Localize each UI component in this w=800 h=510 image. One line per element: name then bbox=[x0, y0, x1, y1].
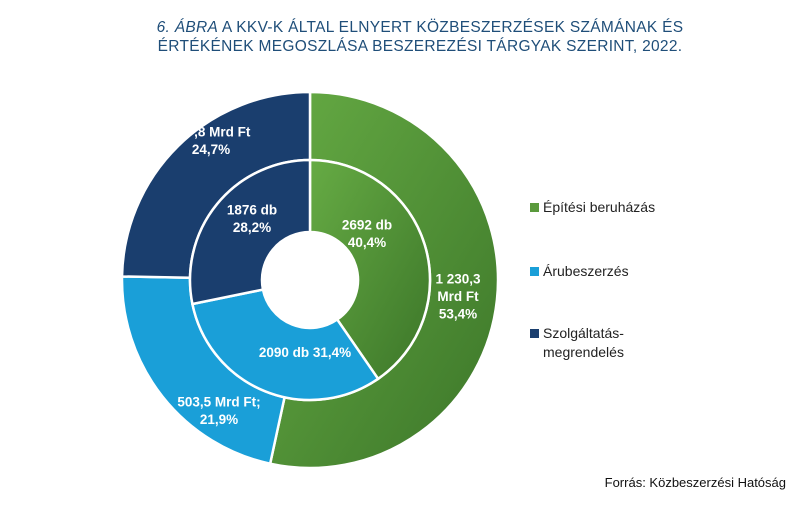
donut-hole bbox=[262, 232, 358, 328]
legend-label-epitesi-line-1: Építési beruházás bbox=[543, 199, 656, 215]
legend-label-aru-line-1: Árubeszerzés bbox=[543, 263, 629, 279]
legend-label-aru: Árubeszerzés bbox=[543, 262, 629, 281]
outer-label-szolg: 567,8 Mrd Ft 24,7% bbox=[172, 124, 251, 157]
legend-swatch-aru bbox=[530, 267, 539, 276]
outer-ring bbox=[120, 90, 500, 470]
inner-label-szolg: 1876 db 28,2% bbox=[227, 202, 277, 235]
title-line-1: A KKV-K ÁLTAL ELNYERT KÖZBESZERZÉSEK SZÁ… bbox=[218, 19, 684, 36]
legend-swatch-epitesi bbox=[530, 203, 539, 212]
outer-label-epitesi: 1 230,3 Mrd Ft 53,4% bbox=[435, 272, 481, 322]
title-prefix: 6. ÁBRA bbox=[156, 19, 219, 36]
legend-label-szolg: Szolgáltatás-megrendelés bbox=[543, 324, 624, 362]
chart-title: 6. ÁBRA A KKV-K ÁLTAL ELNYERT KÖZBESZERZ… bbox=[120, 18, 720, 56]
outer-label-epitesi-line-1: 1 230,3 bbox=[435, 272, 481, 287]
legend-label-epitesi: Építési beruházás bbox=[543, 198, 655, 217]
legend-label-szolg-line-1: Szolgáltatás- bbox=[543, 325, 624, 341]
inner-label-aru-line-1: 2090 db 31,4% bbox=[259, 345, 351, 360]
inner-label-epitesi-line-1: 2692 db bbox=[342, 217, 392, 232]
legend-swatch-szolg bbox=[530, 329, 539, 338]
inner-label-aru: 2090 db 31,4% bbox=[259, 345, 351, 360]
outer-label-aru-line-1: 503,5 Mrd Ft; bbox=[177, 394, 260, 409]
inner-label-szolg-line-1: 1876 db bbox=[227, 202, 277, 217]
inner-label-epitesi-line-2: 40,4% bbox=[348, 235, 386, 250]
outer-label-aru-line-2: 21,9% bbox=[200, 412, 238, 427]
inner-ring-labels: 2692 db 40,4% 2090 db 31,4% 1876 db 28,2% bbox=[227, 202, 392, 360]
outer-ring-labels: 1 230,3 Mrd Ft 53,4% 503,5 Mrd Ft; 21,9% 567,… bbox=[172, 124, 481, 427]
outer-label-aru: 503,5 Mrd Ft; 21,9% bbox=[177, 394, 260, 427]
outer-label-epitesi-line-2: Mrd Ft bbox=[437, 289, 479, 304]
source-note: Forrás: Közbeszerzési Hatóság bbox=[604, 475, 786, 490]
inner-ring bbox=[188, 158, 432, 402]
outer-label-epitesi-line-3: 53,4% bbox=[439, 307, 477, 322]
inner-label-szolg-line-2: 28,2% bbox=[233, 220, 271, 235]
outer-label-szolg-line-2: 24,7% bbox=[192, 142, 230, 157]
outer-label-szolg-line-1: 567,8 Mrd Ft bbox=[172, 124, 251, 139]
inner-label-epitesi: 2692 db 40,4% bbox=[342, 217, 392, 250]
title-line-2: ÉRTÉKÉNEK MEGOSZLÁSA BESZEREZÉSI TÁRGYAK… bbox=[157, 38, 683, 55]
legend-label-szolg-line-2: megrendelés bbox=[543, 344, 624, 360]
